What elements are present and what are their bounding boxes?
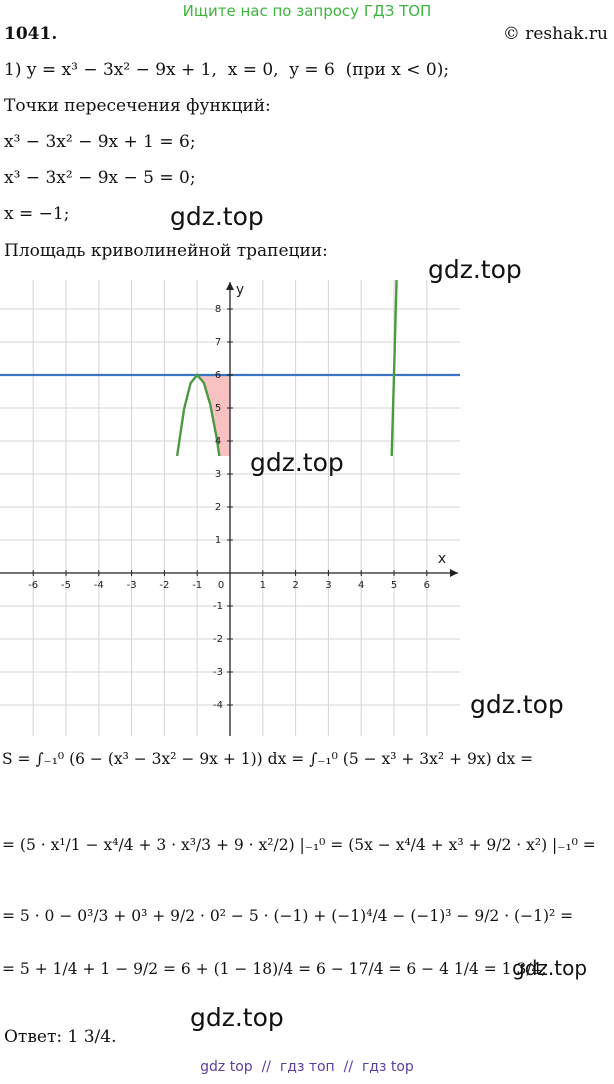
x-tick-label: 3	[325, 580, 331, 591]
y-tick-label: 3	[215, 469, 221, 480]
x-tick-label: -2	[159, 580, 169, 591]
y-tick-label: 4	[215, 436, 221, 447]
graph: -6 -5 -4 -3 -2 -1 1 2 3 4 5 6 -4 -3 -2 -1 1 2 3 4 5 6 7 8 x y 0	[0, 280, 460, 736]
text-line: Площадь криволинейной трапеции:	[4, 241, 328, 261]
math-line: = 5 + 1/4 + 1 − 9/2 = 6 + (1 − 18)/4 = 6…	[2, 960, 547, 978]
shaded-area	[197, 375, 230, 456]
problem-number: 1041.	[4, 24, 58, 44]
y-tick-label: 5	[215, 403, 221, 414]
x-tick-label: -1	[192, 580, 202, 591]
x-tick-label: 5	[391, 580, 397, 591]
answer: Ответ: 1 3/4.	[4, 1027, 117, 1047]
math-line: S = ∫₋₁⁰ (6 − (x³ − 3x² − 9x + 1)) dx = …	[2, 750, 534, 768]
copyright: © reshak.ru	[502, 24, 608, 44]
y-tick-label: 1	[215, 535, 221, 546]
watermark: gdz.top	[250, 448, 344, 477]
x-axis-label: x	[438, 551, 446, 567]
watermark: gdz.top	[428, 255, 522, 284]
x-tick-label: -6	[28, 580, 38, 591]
x-tick-label: -4	[94, 580, 104, 591]
text-line: x³ − 3x² − 9x − 5 = 0;	[4, 168, 196, 188]
watermark: gdz.top	[190, 1003, 284, 1032]
y-tick-label: 8	[215, 304, 221, 315]
watermark: gdz.top	[512, 956, 588, 980]
text-line: x³ − 3x² − 9x + 1 = 6;	[4, 132, 196, 152]
x-tick-label: 2	[292, 580, 298, 591]
text-line: 1) y = x³ − 3x² − 9x + 1, x = 0, y = 6 (…	[4, 60, 450, 80]
text-line: Точки пересечения функций:	[4, 96, 271, 116]
x-tick-label: 4	[358, 580, 364, 591]
text-line: x = −1;	[4, 204, 70, 224]
x-arrow	[450, 569, 458, 577]
y-axis-label: y	[236, 282, 244, 298]
y-tick-label: -3	[213, 667, 223, 678]
x-tick-label: 1	[260, 580, 266, 591]
x-tick-label: -3	[127, 580, 137, 591]
watermark: gdz.top	[170, 202, 264, 231]
math-line: = 5 · 0 − 0³/3 + 0³ + 9/2 · 0² − 5 · (−1…	[2, 907, 574, 925]
watermark: gdz.top	[470, 690, 564, 719]
y-tick-label: 6	[215, 370, 221, 381]
banner: Ищите нас по запросу ГДЗ ТОП	[182, 2, 432, 20]
curve	[176, 373, 221, 456]
y-tick-label: -1	[213, 601, 223, 612]
math-line: = (5 · x¹/1 − x⁴/4 + 3 · x³/3 + 9 · x²/2…	[2, 836, 596, 854]
y-arrow	[226, 282, 234, 290]
origin-label: 0	[218, 580, 224, 591]
footer: gdz top // гдз топ // гдз top	[200, 1059, 414, 1075]
y-tick-label: 2	[215, 502, 221, 513]
y-tick-label: 7	[215, 337, 221, 348]
x-tick-label: 6	[424, 580, 430, 591]
y-tick-label: -4	[213, 700, 223, 711]
y-tick-label: -2	[213, 634, 223, 645]
x-tick-label: -5	[61, 580, 71, 591]
curve	[390, 280, 398, 456]
